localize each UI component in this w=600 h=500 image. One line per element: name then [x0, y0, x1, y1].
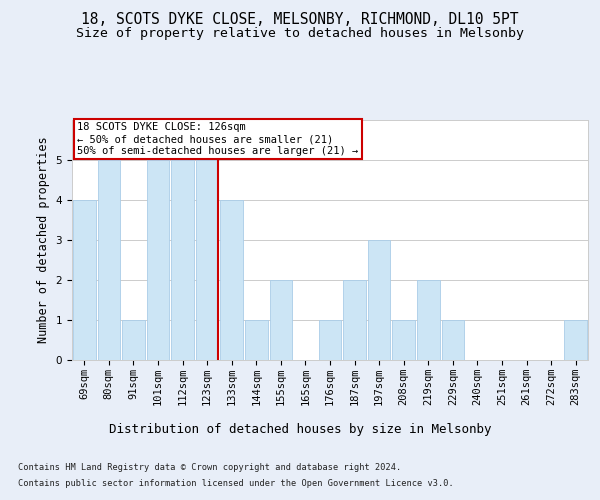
Bar: [343, 280, 366, 360]
Text: Size of property relative to detached houses in Melsonby: Size of property relative to detached ho…: [76, 28, 524, 40]
Bar: [146, 160, 169, 360]
Bar: [73, 200, 95, 360]
Bar: [245, 320, 268, 360]
Bar: [417, 280, 440, 360]
Bar: [368, 240, 391, 360]
Bar: [442, 320, 464, 360]
Bar: [98, 160, 120, 360]
Text: Contains public sector information licensed under the Open Government Licence v3: Contains public sector information licen…: [18, 479, 454, 488]
Bar: [319, 320, 341, 360]
Text: Contains HM Land Registry data © Crown copyright and database right 2024.: Contains HM Land Registry data © Crown c…: [18, 462, 401, 471]
Bar: [269, 280, 292, 360]
Bar: [196, 160, 218, 360]
Text: 18 SCOTS DYKE CLOSE: 126sqm
← 50% of detached houses are smaller (21)
50% of sem: 18 SCOTS DYKE CLOSE: 126sqm ← 50% of det…: [77, 122, 358, 156]
Bar: [565, 320, 587, 360]
Bar: [220, 200, 243, 360]
Text: Distribution of detached houses by size in Melsonby: Distribution of detached houses by size …: [109, 422, 491, 436]
Bar: [392, 320, 415, 360]
Bar: [122, 320, 145, 360]
Y-axis label: Number of detached properties: Number of detached properties: [37, 136, 50, 344]
Text: 18, SCOTS DYKE CLOSE, MELSONBY, RICHMOND, DL10 5PT: 18, SCOTS DYKE CLOSE, MELSONBY, RICHMOND…: [81, 12, 519, 28]
Bar: [171, 160, 194, 360]
